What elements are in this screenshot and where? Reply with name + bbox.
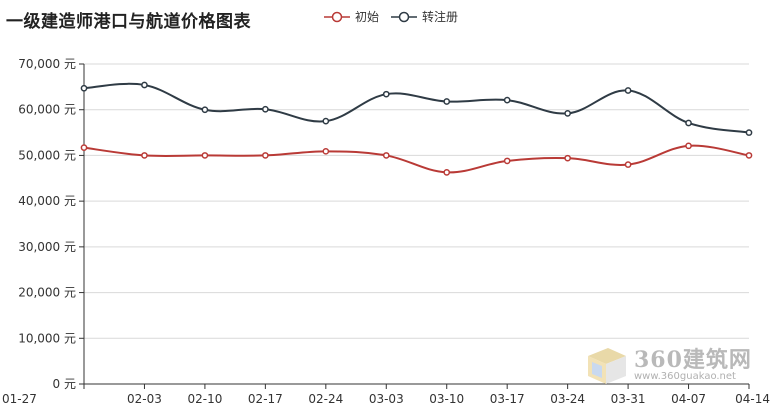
legend-item-series-0[interactable]: 初始 (324, 8, 379, 25)
data-point-series-0 (624, 161, 632, 168)
data-point-series-0 (322, 147, 330, 155)
x-tick-label: 03-10 (429, 392, 464, 406)
data-point-series-0 (141, 152, 148, 159)
data-point-series-0 (262, 152, 269, 159)
y-tick-label: 10,000 元 (18, 331, 76, 345)
data-point-series-1 (503, 96, 511, 104)
data-point-series-0 (80, 144, 88, 152)
y-tick-label: 20,000 元 (18, 286, 76, 300)
legend-item-series-1[interactable]: 转注册 (391, 8, 458, 25)
watermark-brand: 360建筑网 (634, 347, 752, 373)
data-point-series-0 (745, 152, 753, 159)
data-point-series-1 (382, 90, 390, 98)
box-logo-icon (588, 348, 626, 384)
data-point-series-0 (685, 142, 692, 150)
data-point-series-1 (745, 129, 753, 136)
series-line-1 (83, 82, 750, 134)
legend: 初始 转注册 (324, 8, 470, 25)
y-tick-label: 0 元 (53, 377, 76, 391)
x-tick-label: 03-03 (369, 392, 404, 406)
x-tick-label: 03-17 (490, 392, 525, 406)
x-tick-label: 03-24 (550, 392, 585, 406)
chart-title: 一级建造师港口与航道价格图表 (6, 12, 251, 32)
legend-line-marker-icon (324, 11, 350, 22)
x-tick-label: 02-17 (248, 392, 283, 406)
data-point-series-1 (685, 119, 692, 127)
watermark-url: www.360guakao.net (634, 371, 736, 382)
y-tick-label: 70,000 元 (18, 57, 76, 71)
data-point-series-1 (443, 98, 451, 105)
y-tick-label: 50,000 元 (18, 148, 76, 162)
data-point-series-0 (564, 154, 571, 162)
data-point-series-1 (141, 81, 148, 89)
data-point-series-1 (624, 87, 632, 94)
data-point-series-1 (262, 105, 269, 113)
watermark: 360建筑网 www.360guakao.net (582, 334, 762, 390)
y-tick-label: 30,000 元 (18, 240, 76, 254)
x-tick-label: 04-14 (735, 392, 770, 406)
x-tick-label: 02-03 (127, 392, 162, 406)
data-point-series-0 (443, 168, 451, 176)
legend-line-marker-icon (391, 11, 418, 22)
series-line-0 (83, 144, 750, 174)
x-tick-label: 02-24 (308, 392, 343, 406)
data-point-series-0 (201, 152, 209, 159)
data-point-series-1 (80, 84, 88, 92)
data-point-series-0 (382, 152, 390, 159)
data-point-series-1 (201, 106, 209, 114)
x-tick-label: 03-31 (611, 392, 646, 406)
x-tick-label: 04-07 (671, 392, 706, 406)
data-point-series-1 (564, 110, 571, 117)
x-tick-label: 02-10 (187, 392, 222, 406)
y-tick-label: 40,000 元 (18, 194, 76, 208)
data-point-series-1 (322, 117, 330, 125)
legend-label-series-1: 转注册 (422, 10, 459, 24)
data-point-series-0 (503, 157, 511, 165)
y-tick-label: 60,000 元 (18, 103, 76, 117)
x-tick-label: 01-27 (2, 392, 37, 406)
legend-label-series-0: 初始 (355, 10, 380, 24)
